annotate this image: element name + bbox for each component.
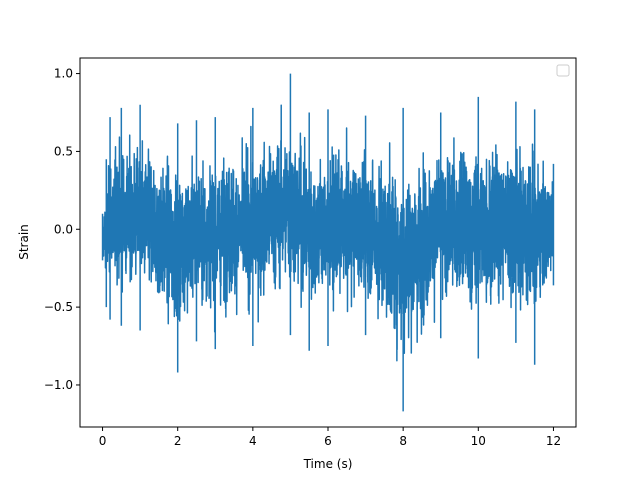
y-tick-label: 0.5 [54,144,73,158]
strain-series-line [101,73,555,412]
y-axis-label: Strain [17,224,31,260]
x-tick-label: 4 [249,434,257,448]
x-tick-label: 6 [324,434,332,448]
x-axis-label: Time (s) [303,457,353,471]
x-tick-label: 0 [99,434,107,448]
y-tick-label: 1.0 [54,67,73,81]
x-tick-label: 10 [471,434,486,448]
y-tick-label: 0.0 [54,222,73,236]
x-tick-label: 12 [546,434,561,448]
x-axis: 0 2 4 6 8 10 12 [99,427,561,448]
y-tick-label: −0.5 [44,300,73,314]
plot-area [101,73,555,412]
x-tick-label: 2 [174,434,182,448]
y-axis: −1.0 −0.5 0.0 0.5 1.0 [44,67,80,392]
x-tick-label: 8 [399,434,407,448]
legend-box [556,64,570,77]
y-tick-label: −1.0 [44,378,73,392]
